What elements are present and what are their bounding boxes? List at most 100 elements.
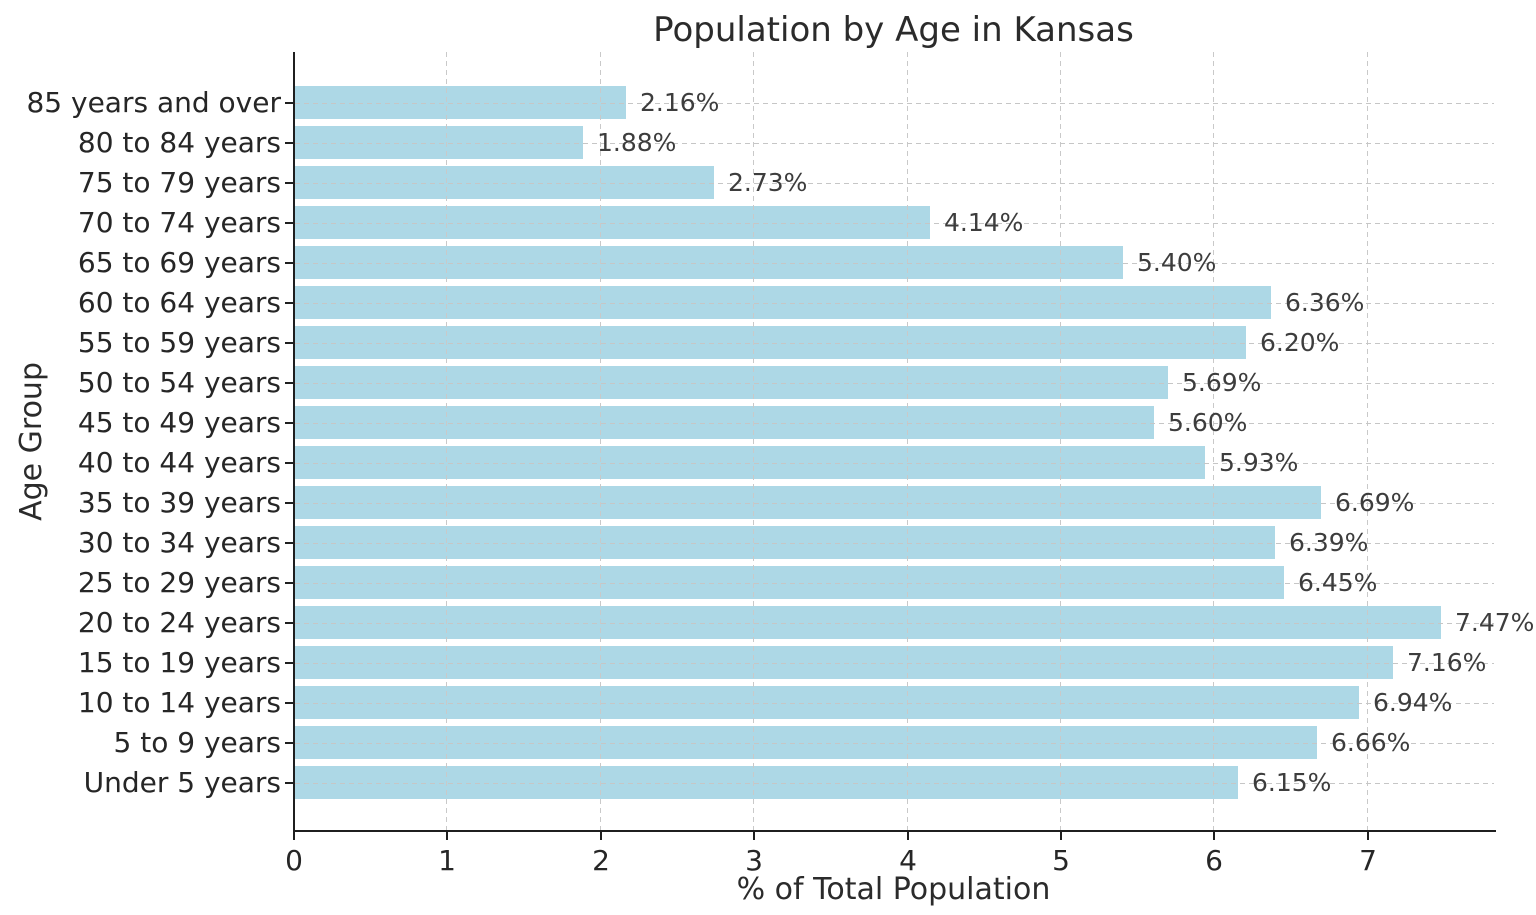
gridline-horizontal	[295, 503, 1494, 504]
y-tick-mark	[285, 382, 293, 384]
bar-value-label: 6.20%	[1260, 328, 1340, 357]
bar-value-label: 5.40%	[1137, 248, 1217, 277]
y-tick-mark	[285, 462, 293, 464]
y-tick-label: 15 to 19 years	[77, 646, 281, 679]
y-tick-label: 30 to 34 years	[77, 526, 281, 559]
bar-value-label: 5.60%	[1168, 408, 1248, 437]
bar-value-label: 2.73%	[728, 168, 808, 197]
y-tick-label: 85 years and over	[26, 86, 281, 119]
gridline-horizontal	[295, 663, 1494, 664]
y-tick-mark	[285, 422, 293, 424]
gridline-horizontal	[295, 583, 1494, 584]
gridline-vertical	[446, 52, 447, 830]
bar	[295, 686, 1359, 719]
bar	[295, 526, 1275, 559]
x-tick-mark	[753, 832, 755, 840]
bar	[295, 246, 1123, 279]
bar	[295, 646, 1393, 679]
y-tick-label: 50 to 54 years	[77, 366, 281, 399]
x-tick-mark	[600, 832, 602, 840]
bar-value-label: 6.39%	[1289, 528, 1369, 557]
bar-value-label: 6.36%	[1285, 288, 1365, 317]
gridline-vertical	[1367, 52, 1368, 830]
y-tick-mark	[285, 582, 293, 584]
bar-value-label: 5.93%	[1219, 448, 1299, 477]
y-tick-mark	[285, 662, 293, 664]
y-tick-label: 20 to 24 years	[77, 606, 281, 639]
gridline-horizontal	[295, 103, 1494, 104]
bar-value-label: 4.14%	[944, 208, 1024, 237]
bar-value-label: 7.47%	[1455, 608, 1535, 637]
bar-value-label: 6.94%	[1373, 688, 1453, 717]
bar	[295, 606, 1441, 639]
y-tick-label: 25 to 29 years	[77, 566, 281, 599]
gridline-horizontal	[295, 423, 1494, 424]
gridline-horizontal	[295, 783, 1494, 784]
gridline-horizontal	[295, 743, 1494, 744]
y-tick-label: 10 to 14 years	[77, 686, 281, 719]
y-tick-label: 65 to 69 years	[77, 246, 281, 279]
gridline-horizontal	[295, 143, 1494, 144]
gridline-horizontal	[295, 223, 1494, 224]
y-tick-mark	[285, 262, 293, 264]
bar	[295, 166, 714, 199]
bar	[295, 486, 1321, 519]
y-tick-label: 40 to 44 years	[77, 446, 281, 479]
gridline-horizontal	[295, 623, 1494, 624]
x-tick-mark	[293, 832, 295, 840]
y-tick-mark	[285, 622, 293, 624]
gridline-horizontal	[295, 343, 1494, 344]
x-tick-mark	[1367, 832, 1369, 840]
gridline-vertical	[600, 52, 601, 830]
gridline-horizontal	[295, 263, 1494, 264]
gridline-horizontal	[295, 303, 1494, 304]
bar	[295, 766, 1238, 799]
bar-value-label: 1.88%	[597, 128, 677, 157]
x-tick-mark	[1060, 832, 1062, 840]
gridline-vertical	[753, 52, 754, 830]
gridline-vertical	[907, 52, 908, 830]
y-tick-mark	[285, 222, 293, 224]
y-tick-mark	[285, 142, 293, 144]
gridline-horizontal	[295, 543, 1494, 544]
x-tick-mark	[446, 832, 448, 840]
x-tick-mark	[1213, 832, 1215, 840]
x-tick-mark	[907, 832, 909, 840]
y-tick-mark	[285, 742, 293, 744]
y-tick-mark	[285, 182, 293, 184]
gridline-horizontal	[295, 463, 1494, 464]
x-tick-label: 0	[285, 844, 303, 877]
y-tick-label: 80 to 84 years	[77, 126, 281, 159]
y-tick-mark	[285, 782, 293, 784]
y-tick-label: 55 to 59 years	[77, 326, 281, 359]
bar-value-label: 7.16%	[1407, 648, 1487, 677]
y-tick-mark	[285, 702, 293, 704]
bar-value-label: 5.69%	[1182, 368, 1262, 397]
y-tick-label: 5 to 9 years	[113, 726, 282, 759]
y-tick-label: 70 to 74 years	[77, 206, 281, 239]
x-tick-label: 2	[592, 844, 610, 877]
gridline-horizontal	[295, 703, 1494, 704]
bar	[295, 366, 1168, 399]
x-tick-label: 7	[1359, 844, 1377, 877]
x-tick-label: 3	[745, 844, 763, 877]
x-tick-label: 6	[1205, 844, 1223, 877]
y-axis-spine	[293, 52, 295, 832]
x-axis-title: % of Total Population	[736, 872, 1051, 907]
bar	[295, 566, 1284, 599]
gridline-vertical	[1213, 52, 1214, 830]
y-tick-label: 75 to 79 years	[77, 166, 281, 199]
x-tick-label: 5	[1052, 844, 1070, 877]
bar	[295, 326, 1246, 359]
bar	[295, 126, 583, 159]
y-tick-label: Under 5 years	[83, 766, 281, 799]
y-tick-mark	[285, 342, 293, 344]
bar-value-label: 6.15%	[1252, 768, 1332, 797]
bar-value-label: 6.45%	[1298, 568, 1378, 597]
y-tick-label: 35 to 39 years	[77, 486, 281, 519]
y-tick-label: 60 to 64 years	[77, 286, 281, 319]
bar-value-label: 6.69%	[1335, 488, 1415, 517]
x-axis-spine	[293, 830, 1496, 832]
y-tick-label: 45 to 49 years	[77, 406, 281, 439]
